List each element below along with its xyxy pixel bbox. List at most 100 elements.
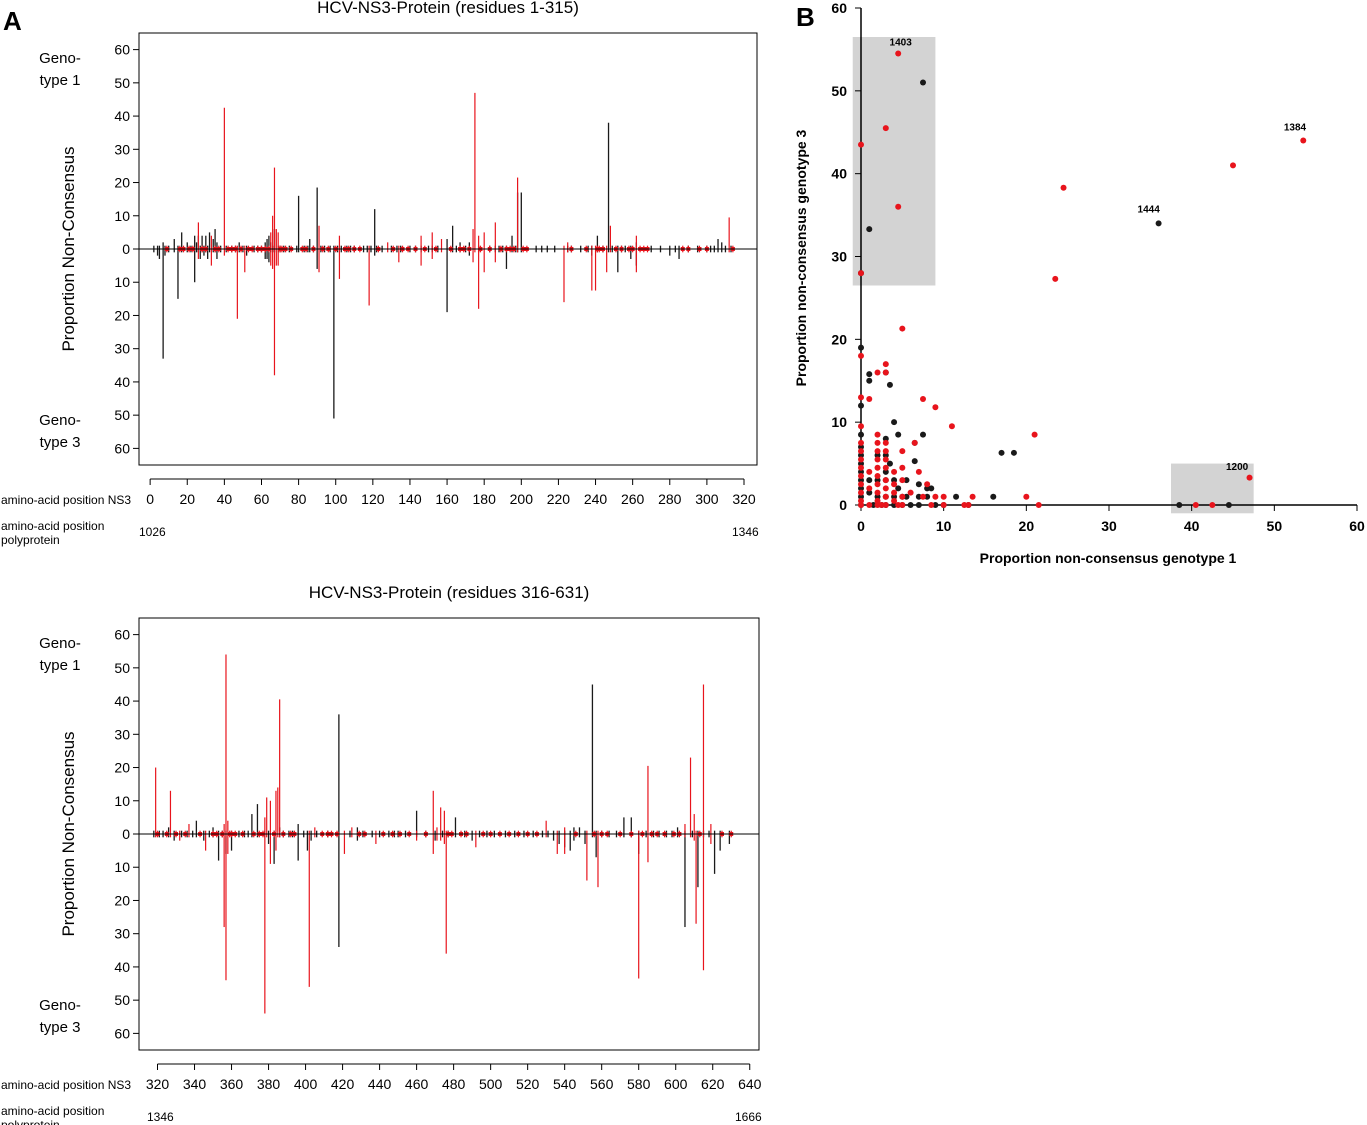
point-black [891, 493, 898, 500]
x-tick-label: 30 [1101, 518, 1117, 534]
x-tick-label: 320 [732, 491, 756, 507]
shaded-region [852, 36, 936, 286]
point-red [858, 464, 864, 471]
x-tick-label: 580 [627, 1076, 651, 1092]
point-black [882, 435, 889, 442]
point-red [969, 493, 976, 500]
y-tick-label: 50 [831, 83, 847, 99]
point-black [858, 485, 864, 492]
point-red [924, 481, 931, 488]
y-tick-label: 40 [114, 959, 130, 975]
x-tick-label: 400 [294, 1076, 318, 1092]
point-black [891, 477, 898, 484]
point-red [891, 497, 898, 504]
y-tick-label: 10 [114, 274, 130, 290]
y-tick-label: 40 [831, 166, 847, 182]
point-black [866, 477, 873, 484]
point-red [1060, 184, 1067, 191]
x-tick-label: 260 [621, 491, 645, 507]
point-black [953, 493, 960, 500]
point-black [895, 485, 902, 492]
point-black [907, 502, 914, 508]
point-red [911, 439, 918, 446]
point-red [858, 448, 864, 455]
x-tick-label: 60 [254, 491, 270, 507]
chart-title: HCV-NS3-Protein (residues 316-631) [309, 583, 590, 602]
point-black [866, 489, 873, 496]
point-black [858, 452, 864, 459]
x-tick-label: 640 [738, 1076, 762, 1092]
panel-letter-a: A [3, 6, 22, 36]
x-tick-label: 40 [217, 491, 233, 507]
y-tick-label: 30 [114, 926, 130, 942]
y-tick-label: 10 [114, 793, 130, 809]
point-black [891, 502, 898, 508]
y-tick-label: 60 [114, 440, 130, 456]
point-black [924, 485, 931, 492]
x-tick-label: 160 [435, 491, 459, 507]
point-black [886, 381, 893, 388]
point-red [878, 502, 885, 508]
point-black [928, 485, 935, 492]
point-red [866, 395, 873, 402]
point-red [895, 502, 902, 508]
point-red [940, 502, 947, 508]
x-axis-label-poly-line1: amino-acid position [1, 519, 104, 533]
poly-start-label: 1346 [147, 1110, 174, 1124]
x-tick-label: 560 [590, 1076, 614, 1092]
point-black [874, 493, 881, 500]
x-tick-label: 600 [664, 1076, 688, 1092]
x-tick-label: 40 [1184, 518, 1200, 534]
y-tick-label: 60 [831, 0, 847, 16]
x-axis-label-poly-line2: polyprotein [1, 533, 60, 547]
x-axis-label-poly-line1: amino-acid position [1, 1104, 104, 1118]
point-black [866, 377, 873, 384]
point-black [895, 431, 902, 438]
point-red [858, 394, 864, 401]
point-black [932, 502, 939, 508]
point-black [866, 226, 873, 233]
point-red [874, 473, 881, 480]
y-tick-label: 20 [831, 331, 847, 347]
point-black [874, 477, 881, 484]
x-tick-label: 340 [183, 1076, 207, 1092]
y-tick-label: 0 [122, 826, 130, 842]
point-black [858, 402, 864, 409]
y-tick-label: 0 [122, 241, 130, 257]
point-black [990, 493, 997, 500]
x-tick-label: 100 [324, 491, 348, 507]
point-red [1023, 493, 1030, 500]
genotype1-label-line2: type 1 [40, 657, 81, 674]
point-red [858, 481, 864, 488]
y-axis-label: Proportion Non-Consensus [59, 731, 78, 936]
y-tick-label: 20 [114, 760, 130, 776]
y-tick-label: 30 [831, 249, 847, 265]
poly-end-label: 1346 [732, 525, 759, 539]
point-red [932, 493, 939, 500]
y-tick-label: 40 [114, 374, 130, 390]
genotype1-label-line1: Geno- [39, 635, 81, 652]
y-tick-label: 60 [114, 627, 130, 643]
point-red [920, 395, 926, 402]
point-red [899, 493, 906, 500]
y-tick-label: 60 [114, 42, 130, 58]
point-red [874, 464, 881, 471]
point-red [1246, 474, 1253, 481]
point-red [858, 141, 864, 148]
y-tick-label: 50 [114, 407, 130, 423]
point-red [874, 448, 881, 455]
point-annotation: 1384 [1284, 123, 1307, 134]
chart-title: HCV-NS3-Protein (residues 1-315) [317, 0, 579, 17]
point-red [1031, 431, 1038, 438]
point-red [882, 361, 889, 368]
x-tick-label: 20 [1019, 518, 1035, 534]
y-tick-label: 20 [114, 175, 130, 191]
x-tick-label: 520 [516, 1076, 540, 1092]
y-tick-label: 60 [114, 1025, 130, 1041]
point-black [924, 493, 931, 500]
x-tick-label: 300 [695, 491, 719, 507]
point-red [891, 468, 898, 475]
point-red [874, 497, 881, 504]
point-red [1230, 162, 1236, 169]
